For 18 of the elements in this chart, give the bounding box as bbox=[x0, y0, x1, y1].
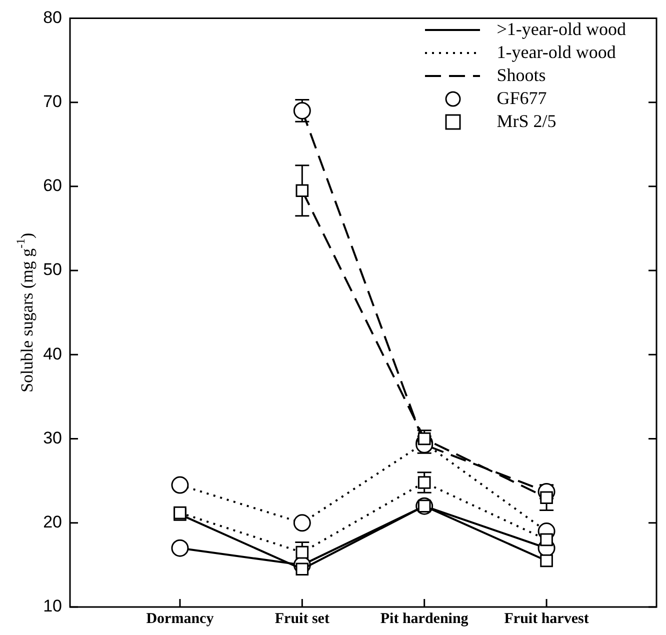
x-tick-label: Dormancy bbox=[146, 610, 214, 627]
x-tick-label: Pit hardening bbox=[380, 610, 469, 627]
annotation: Shoots bbox=[496, 64, 546, 87]
y-tick-label: 10 bbox=[43, 596, 62, 616]
y-axis-title: Soluble sugars (mg g-1) bbox=[13, 232, 36, 392]
x-tick-label: Fruit set bbox=[274, 610, 330, 627]
annotation: GF677 bbox=[496, 87, 547, 110]
annotation: 1-year-old wood bbox=[496, 41, 616, 64]
annotation: MrS 2/5 bbox=[496, 110, 556, 133]
y-tick-label: 60 bbox=[43, 176, 62, 196]
y-tick-label: 70 bbox=[43, 92, 62, 111]
y-tick-label: 40 bbox=[43, 344, 62, 364]
x-tick-label: Fruit harvest bbox=[504, 610, 589, 627]
y-tick-label: 80 bbox=[43, 8, 62, 27]
annotation: >1-year-old wood bbox=[496, 18, 626, 41]
y-tick-label: 20 bbox=[43, 512, 62, 532]
y-tick-label: 50 bbox=[43, 260, 62, 280]
y-tick-label: 30 bbox=[43, 428, 62, 448]
